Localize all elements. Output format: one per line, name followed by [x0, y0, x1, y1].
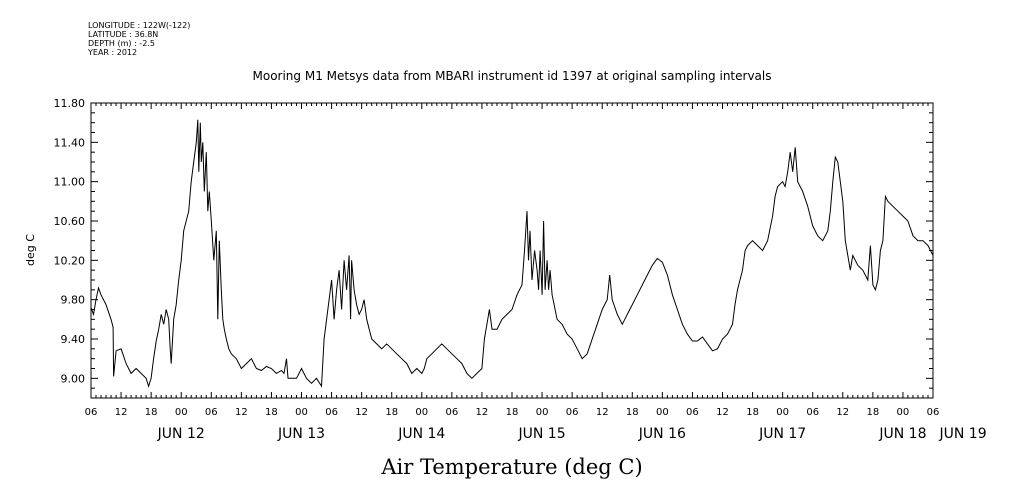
- hour-tick-label: 12: [836, 407, 849, 418]
- hour-tick-label: 12: [355, 407, 368, 418]
- x-axis-label: Air Temperature (deg C): [380, 455, 642, 479]
- day-label: JUN 19: [939, 426, 987, 442]
- day-label: JUN 17: [758, 426, 806, 442]
- hour-tick-label: 06: [205, 407, 218, 418]
- hour-tick-label: 18: [746, 407, 759, 418]
- hour-tick-label: 18: [866, 407, 879, 418]
- hour-tick-label: 00: [897, 407, 910, 418]
- hour-tick-label: 06: [686, 407, 699, 418]
- hour-tick-label: 12: [716, 407, 729, 418]
- y-tick-label: 9.40: [61, 333, 86, 346]
- hour-tick-label: 18: [145, 407, 158, 418]
- y-axis-label: deg C: [24, 234, 37, 266]
- axis-ticks: [90, 102, 934, 399]
- air-temperature-line: [90, 119, 934, 388]
- hour-tick-label: 00: [175, 407, 188, 418]
- day-label: JUN 14: [397, 426, 445, 442]
- hour-tick-label: 06: [566, 407, 579, 418]
- hour-tick-labels: 06 12 18 00 06 12 18 00 06 12 18 00 06 12 18 00 06 12 18 00…: [85, 407, 940, 418]
- y-tick-label: 11.40: [54, 136, 86, 149]
- hour-tick-label: 12: [476, 407, 489, 418]
- hour-tick-label: 12: [596, 407, 609, 418]
- hour-tick-label: 06: [85, 407, 98, 418]
- depth-info: DEPTH (m) : -2.5: [88, 39, 155, 48]
- day-label: JUN 12: [157, 426, 205, 442]
- longitude-info: LONGITUDE : 122W(-122): [88, 21, 190, 30]
- hour-tick-label: 00: [295, 407, 308, 418]
- hour-tick-label: 00: [656, 407, 669, 418]
- hour-tick-label: 06: [927, 407, 940, 418]
- y-tick-label: 9.80: [61, 294, 86, 307]
- y-tick-label: 10.20: [54, 254, 86, 267]
- y-tick-label: 10.60: [54, 215, 86, 228]
- hour-tick-label: 18: [385, 407, 398, 418]
- hour-tick-label: 18: [265, 407, 278, 418]
- day-label: JUN 13: [277, 426, 325, 442]
- year-info: YEAR : 2012: [87, 48, 137, 57]
- hour-tick-label: 18: [506, 407, 519, 418]
- hour-tick-label: 06: [445, 407, 458, 418]
- hour-tick-label: 00: [776, 407, 789, 418]
- y-tick-label: 11.80: [54, 97, 86, 110]
- day-label: JUN 18: [878, 426, 926, 442]
- hour-tick-label: 12: [115, 407, 128, 418]
- hour-tick-label: 06: [806, 407, 819, 418]
- hour-tick-label: 00: [415, 407, 428, 418]
- chart-title: Mooring M1 Metsys data from MBARI instru…: [253, 69, 772, 83]
- y-tick-label: 11.00: [54, 176, 86, 189]
- plot-frame: [90, 102, 934, 399]
- y-tick-labels: 9.00 9.40 9.80 10.20 10.60 11.00 11.40 11.80: [54, 97, 86, 385]
- day-label: JUN 16: [638, 426, 686, 442]
- y-tick-label: 9.00: [61, 372, 86, 385]
- hour-tick-label: 00: [536, 407, 549, 418]
- hour-tick-label: 18: [626, 407, 639, 418]
- day-label: JUN 15: [518, 426, 566, 442]
- latitude-info: LATITUDE : 36.8N: [88, 30, 158, 39]
- hour-tick-label: 12: [235, 407, 248, 418]
- header-info: LONGITUDE : 122W(-122) LATITUDE : 36.8N …: [87, 21, 190, 57]
- day-labels: JUN 12 JUN 13 JUN 14 JUN 15 JUN 16 JUN 17 JUN …: [157, 426, 987, 442]
- hour-tick-label: 06: [325, 407, 338, 418]
